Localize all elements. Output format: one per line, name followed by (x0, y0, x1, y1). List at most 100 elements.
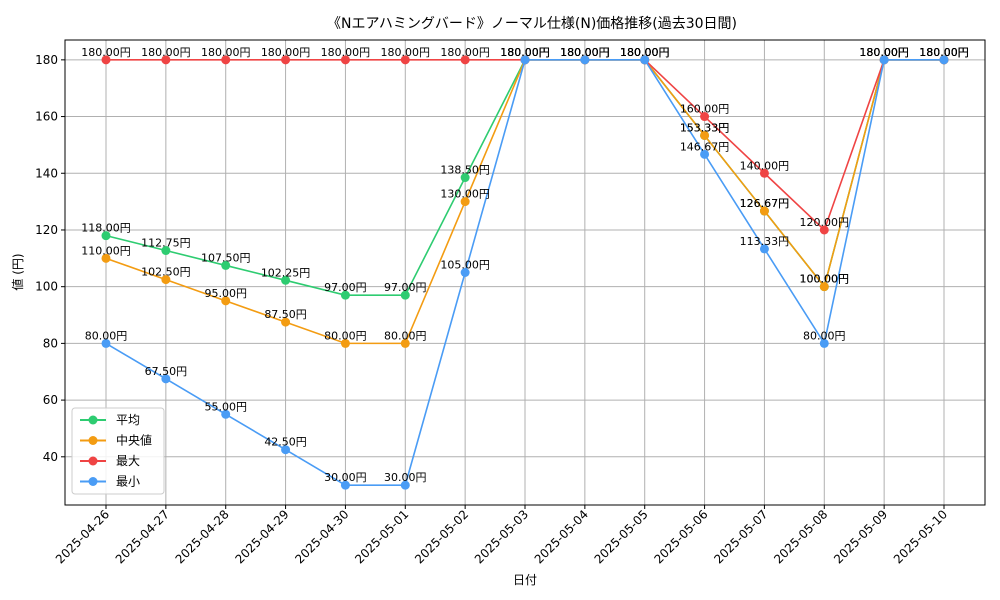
data-point (161, 275, 171, 285)
legend-label: 平均 (116, 413, 140, 427)
data-label: 180.00円 (620, 46, 670, 59)
data-point (281, 445, 291, 455)
data-label: 30.00円 (324, 471, 367, 484)
data-label: 180.00円 (560, 46, 610, 59)
data-point (161, 246, 171, 256)
legend-marker (88, 477, 98, 486)
data-point (819, 282, 829, 292)
data-label: 95.00円 (204, 287, 247, 300)
data-label: 180.00円 (859, 46, 909, 59)
legend-box (71, 407, 165, 495)
data-label: 180.00円 (620, 46, 670, 59)
data-point (281, 55, 291, 65)
data-point (580, 55, 590, 65)
data-label: 146.67円 (680, 140, 730, 153)
data-label: 97.00円 (384, 281, 427, 294)
data-label: 110.00円 (81, 244, 131, 257)
data-label: 112.75円 (141, 237, 191, 250)
legend-marker (88, 415, 98, 425)
data-point (759, 244, 769, 254)
data-label: 180.00円 (919, 46, 969, 59)
series-lines (101, 55, 949, 490)
data-point (759, 206, 769, 216)
data-label: 120.00円 (800, 216, 850, 229)
data-label: 160.00円 (680, 103, 730, 116)
data-label: 113.33円 (740, 235, 790, 248)
y-tick-label: 160 (35, 110, 58, 124)
data-point (221, 55, 231, 65)
data-label: 80.00円 (384, 329, 427, 342)
data-label: 180.00円 (321, 46, 371, 59)
data-labels: 118.00円 112.75円 107.50円 102.25円 97.00円 97.00円… (81, 46, 969, 484)
legend-label: 最大 (116, 454, 140, 468)
data-label: 126.67円 (740, 197, 790, 210)
data-label: 180.00円 (81, 46, 131, 59)
data-point (759, 168, 769, 178)
data-label: 153.33円 (680, 121, 730, 134)
data-label: 80.00円 (324, 329, 367, 342)
data-label: 138.50円 (440, 164, 490, 177)
data-label: 107.50円 (201, 251, 251, 264)
data-point (101, 55, 111, 65)
y-tick-label: 180 (35, 53, 58, 67)
data-point (460, 173, 470, 183)
data-point (221, 260, 231, 270)
data-label: 180.00円 (381, 46, 431, 59)
data-label: 102.25円 (261, 266, 311, 279)
data-point (101, 338, 111, 348)
data-label: 80.00円 (803, 329, 846, 342)
y-tick-label: 40 (43, 450, 58, 464)
data-label: 100.00円 (800, 273, 850, 286)
y-tick-label: 80 (43, 336, 58, 350)
data-point (340, 55, 350, 65)
data-label: 180.00円 (261, 46, 311, 59)
data-point (340, 338, 350, 348)
data-label: 55.00円 (204, 400, 247, 413)
data-point (400, 480, 410, 490)
legend-marker (88, 456, 98, 466)
data-label: 126.67円 (740, 197, 790, 210)
data-label: 67.50円 (145, 365, 188, 378)
data-label: 180.00円 (440, 46, 490, 59)
data-label: 180.00円 (919, 46, 969, 59)
data-label: 180.00円 (500, 46, 550, 59)
data-label: 180.00円 (859, 46, 909, 59)
data-point (879, 55, 889, 65)
data-label: 118.00円 (81, 222, 131, 235)
data-point (221, 409, 231, 419)
y-axis-title: 値 (円) (10, 253, 25, 290)
data-label: 180.00円 (919, 46, 969, 59)
data-point (819, 225, 829, 235)
data-label: 153.33円 (680, 121, 730, 134)
data-point (640, 55, 650, 65)
data-label: 180.00円 (620, 46, 670, 59)
data-label: 180.00円 (500, 46, 550, 59)
y-tick-label: 140 (35, 166, 58, 180)
data-label: 180.00円 (919, 46, 969, 59)
y-tick-label: 120 (35, 223, 58, 237)
data-label: 180.00円 (141, 46, 191, 59)
y-tick-label: 60 (43, 393, 58, 407)
data-label: 180.00円 (859, 46, 909, 59)
legend-marker (88, 436, 98, 445)
data-label: 180.00円 (859, 46, 909, 59)
data-point (161, 55, 171, 65)
data-label: 140.00円 (740, 159, 790, 172)
data-point (460, 55, 470, 65)
data-point (221, 296, 231, 306)
data-point (819, 338, 829, 348)
data-label: 100.00円 (800, 273, 850, 286)
data-point (400, 338, 410, 348)
data-label: 97.00円 (324, 281, 367, 294)
data-label: 180.00円 (500, 46, 550, 59)
data-point (101, 253, 111, 263)
data-point (101, 231, 111, 241)
data-label: 180.00円 (500, 46, 550, 59)
data-point (700, 130, 710, 140)
data-label: 42.50円 (264, 436, 307, 449)
data-point (700, 112, 710, 122)
